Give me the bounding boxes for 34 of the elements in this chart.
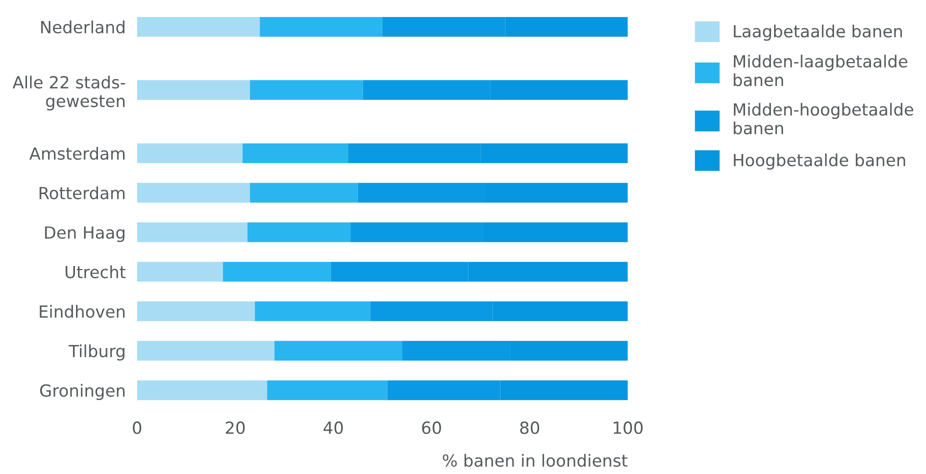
- legend-label: Hoogbetaalde banen: [734, 153, 906, 170]
- legend-label: Midden-hoogbetaalde banen: [734, 102, 914, 134]
- bar: [137, 262, 223, 282]
- x-tick-label: 20: [226, 421, 245, 434]
- bar: [137, 301, 255, 322]
- legend-label: Midden-laagbetaalde banen: [734, 54, 908, 86]
- bar: [274, 340, 402, 361]
- y-tick-label: Alle 22 stads- gewesten: [12, 76, 126, 110]
- bar: [137, 340, 274, 361]
- legend-label: Laagbetaalde banen: [734, 24, 902, 41]
- bar: [242, 143, 348, 164]
- y-tick-label: Rotterdam: [40, 186, 125, 200]
- bar: [222, 262, 331, 282]
- x-tick-label: 0: [132, 421, 142, 434]
- bar: [267, 380, 388, 400]
- y-tick-label: Tilburg: [68, 344, 124, 361]
- y-tick-label: Amsterdam: [29, 146, 125, 160]
- x-tick-label: 80: [520, 421, 540, 434]
- x-axis-title: % banen in loondienst: [442, 454, 628, 467]
- bar: [254, 301, 370, 322]
- x-tick-label: 100: [614, 421, 643, 434]
- bar: [247, 222, 351, 242]
- x-tick-label: 40: [324, 421, 343, 434]
- y-tick-label: Eindhoven: [40, 304, 125, 318]
- bar: [137, 380, 268, 400]
- y-tick-label: Nederland: [41, 20, 124, 34]
- x-tick-label: 60: [422, 421, 442, 434]
- bar: [250, 182, 358, 203]
- bar: [137, 143, 243, 164]
- y-tick-label: Den Haag: [45, 226, 124, 242]
- y-tick-label: Utrecht: [66, 265, 126, 278]
- bar: [137, 182, 250, 203]
- bar: [137, 222, 248, 242]
- y-tick-label: Groningen: [40, 384, 125, 400]
